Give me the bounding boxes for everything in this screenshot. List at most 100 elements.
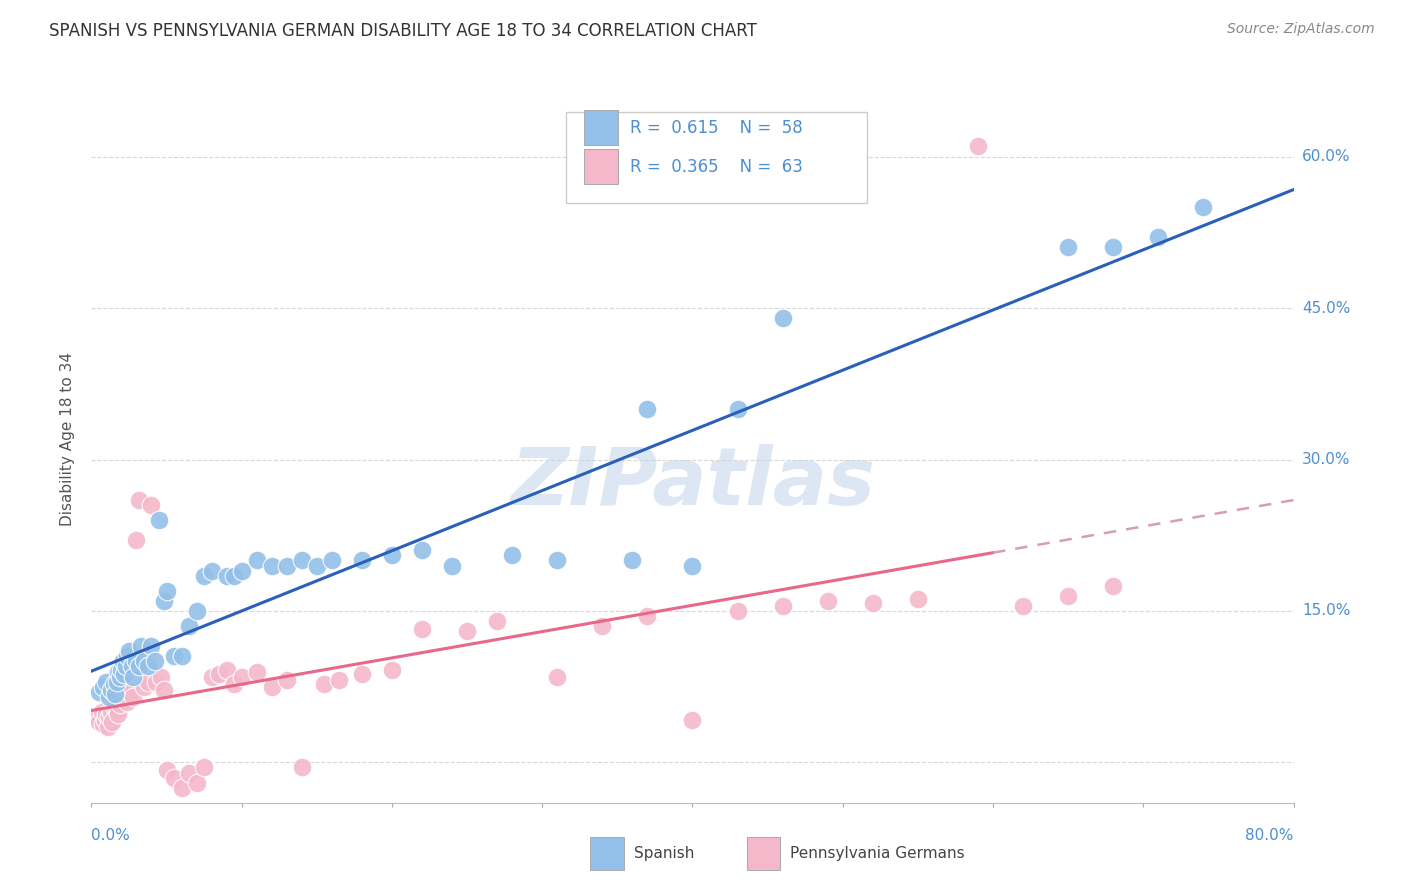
Point — [201, 670, 224, 684]
Point — [636, 609, 658, 624]
Point — [440, 558, 463, 573]
Point — [138, 674, 160, 689]
Text: R =  0.615    N =  58: R = 0.615 N = 58 — [630, 119, 803, 136]
Point — [115, 659, 138, 673]
Point — [907, 591, 929, 606]
Point — [96, 674, 118, 689]
Point — [305, 558, 328, 573]
Text: ZIPatlas: ZIPatlas — [510, 444, 875, 522]
Point — [163, 649, 186, 664]
Point — [411, 622, 433, 636]
Point — [772, 311, 794, 326]
Point — [681, 713, 703, 727]
Point — [224, 676, 246, 690]
Point — [501, 549, 523, 563]
Point — [621, 553, 644, 567]
Point — [246, 553, 269, 567]
Point — [87, 714, 110, 729]
Point — [100, 682, 122, 697]
Point — [276, 558, 298, 573]
Point — [314, 676, 336, 690]
Point — [215, 663, 238, 677]
Point — [122, 670, 145, 684]
Point — [97, 720, 120, 734]
Point — [108, 670, 131, 684]
Point — [145, 674, 167, 689]
Point — [93, 717, 115, 731]
Point — [104, 687, 127, 701]
Point — [163, 771, 186, 785]
Text: SPANISH VS PENNSYLVANIA GERMAN DISABILITY AGE 18 TO 34 CORRELATION CHART: SPANISH VS PENNSYLVANIA GERMAN DISABILIT… — [49, 22, 756, 40]
Point — [114, 687, 136, 701]
Bar — [747, 838, 780, 870]
Point — [125, 655, 148, 669]
Point — [87, 684, 110, 698]
Point — [246, 665, 269, 679]
Point — [105, 674, 128, 689]
Point — [104, 695, 127, 709]
Point — [170, 780, 193, 795]
Point — [193, 568, 215, 582]
Point — [1147, 230, 1170, 244]
Point — [546, 553, 568, 567]
Point — [231, 564, 253, 578]
Point — [636, 402, 658, 417]
Point — [321, 553, 343, 567]
Point — [1192, 200, 1215, 214]
Text: 15.0%: 15.0% — [1302, 604, 1350, 618]
Point — [98, 710, 121, 724]
Point — [276, 673, 298, 687]
Point — [148, 513, 170, 527]
Point — [591, 619, 613, 633]
Point — [215, 568, 238, 582]
Point — [1102, 579, 1125, 593]
Point — [107, 665, 129, 679]
Point — [110, 663, 132, 677]
Point — [260, 558, 283, 573]
Point — [125, 533, 148, 548]
Point — [231, 670, 253, 684]
Point — [101, 714, 124, 729]
Point — [152, 594, 174, 608]
Point — [100, 705, 122, 719]
Text: Pennsylvania Germans: Pennsylvania Germans — [790, 847, 965, 861]
Point — [193, 760, 215, 774]
Point — [114, 666, 136, 681]
Point — [260, 680, 283, 694]
Point — [118, 644, 141, 658]
Point — [93, 680, 115, 694]
Point — [328, 673, 350, 687]
Point — [772, 599, 794, 613]
Point — [862, 596, 884, 610]
Point — [128, 492, 150, 507]
Point — [727, 604, 749, 618]
Point — [681, 558, 703, 573]
Point — [122, 690, 145, 704]
Text: R =  0.365    N =  63: R = 0.365 N = 63 — [630, 158, 803, 176]
Bar — [585, 111, 617, 145]
Point — [84, 710, 107, 724]
Point — [105, 703, 128, 717]
Point — [1012, 599, 1035, 613]
Point — [111, 655, 134, 669]
Point — [1102, 240, 1125, 254]
Point — [94, 713, 117, 727]
Point — [208, 666, 231, 681]
Point — [143, 655, 166, 669]
Point — [108, 697, 131, 711]
Point — [107, 706, 129, 721]
Point — [117, 695, 139, 709]
Text: Source: ZipAtlas.com: Source: ZipAtlas.com — [1227, 22, 1375, 37]
Point — [141, 640, 163, 654]
Point — [110, 690, 132, 704]
Point — [177, 619, 200, 633]
Point — [138, 659, 160, 673]
Point — [967, 139, 990, 153]
Point — [96, 706, 118, 721]
Text: Spanish: Spanish — [634, 847, 695, 861]
Point — [128, 659, 150, 673]
Point — [411, 543, 433, 558]
Point — [155, 764, 177, 778]
Text: 60.0%: 60.0% — [1302, 149, 1350, 164]
Point — [121, 659, 143, 673]
